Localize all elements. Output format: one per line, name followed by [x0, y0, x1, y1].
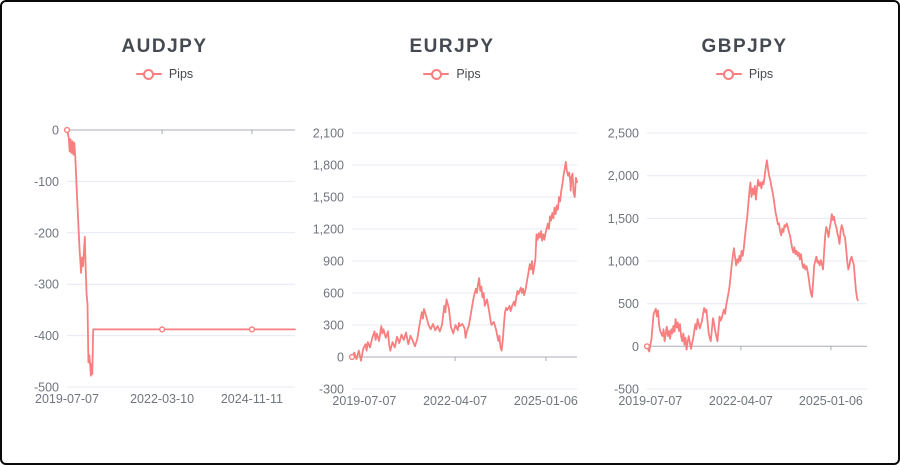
- y-tick-label: 0: [337, 351, 344, 365]
- chart-title: AUDJPY: [121, 36, 208, 57]
- series-line: [351, 160, 578, 362]
- series-line: [646, 159, 859, 353]
- legend-item-pips[interactable]: Pips: [602, 66, 887, 82]
- y-tick-label: 1,000: [608, 255, 639, 269]
- series-line: [66, 129, 296, 377]
- y-tick-label: 2,100: [313, 127, 344, 141]
- x-tick-label: 2019-07-07: [618, 394, 682, 408]
- data-point-marker: [348, 353, 356, 361]
- chart-audjpy: AUDJPY Pips 0 -100 -200 -300 -400 -500 2019-07…: [22, 22, 307, 457]
- y-tick-label: 0: [52, 124, 59, 138]
- x-tick-label: 2019-07-07: [332, 394, 396, 408]
- y-tick-label: 2,500: [608, 127, 639, 141]
- chart-gbpjpy: GBPJPY Pips 2,500 2,000 1,500 1,000 500 0 -500…: [602, 22, 887, 457]
- y-tick-label: -200: [34, 226, 59, 240]
- legend-label: Pips: [456, 67, 481, 81]
- x-tick-label: 2019-07-07: [35, 392, 99, 406]
- chart-eurjpy: EURJPY Pips 2,100 1,800 1,500 1,200 900 600 30…: [312, 22, 592, 457]
- y-tick-label: 1,500: [313, 191, 344, 205]
- y-tick-label: 1,800: [313, 159, 344, 173]
- data-point-marker: [159, 326, 166, 333]
- legend-label: Pips: [168, 67, 194, 81]
- data-point-marker: [63, 126, 71, 134]
- y-tick-label: 2,000: [608, 169, 639, 183]
- y-tick-label: -500: [614, 383, 639, 397]
- line-with-circle-icon: [135, 68, 162, 80]
- x-tick-label: 2022-04-07: [423, 394, 487, 408]
- data-point-marker: [248, 326, 256, 333]
- x-tick-label: 2024-11-11: [221, 392, 283, 406]
- chart-title: EURJPY: [409, 36, 495, 57]
- x-tick-label: 2022-04-07: [709, 394, 773, 408]
- y-tick-label: -500: [34, 381, 59, 395]
- x-tick-label: 2022-03-10: [130, 392, 194, 406]
- y-tick-label: -100: [34, 175, 59, 189]
- line-with-circle-icon: [715, 68, 742, 80]
- y-tick-label: 600: [323, 287, 344, 301]
- legend-label: Pips: [748, 67, 774, 81]
- plot-area-eurjpy: 2,100 1,800 1,500 1,200 900 600 300 0 -3002019-0…: [313, 127, 578, 409]
- y-tick-label: 0: [632, 340, 639, 354]
- x-tick-label: 2025-01-06: [514, 394, 578, 408]
- y-tick-label: 300: [323, 319, 344, 333]
- y-tick-label: 1,500: [608, 212, 639, 226]
- chart-title: GBPJPY: [701, 36, 788, 57]
- x-tick-label: 2025-01-06: [799, 394, 863, 408]
- y-tick-label: 900: [323, 255, 344, 269]
- y-tick-label: 1,200: [313, 223, 344, 237]
- legend-item-pips[interactable]: Pips: [22, 66, 307, 82]
- data-point-marker: [643, 343, 651, 350]
- y-tick-label: -300: [34, 278, 59, 292]
- legend-item-pips[interactable]: Pips: [312, 66, 592, 82]
- y-tick-label: 500: [618, 297, 639, 311]
- y-tick-label: -300: [319, 383, 344, 397]
- y-tick-label: -400: [34, 329, 59, 343]
- line-with-circle-icon: [423, 68, 450, 80]
